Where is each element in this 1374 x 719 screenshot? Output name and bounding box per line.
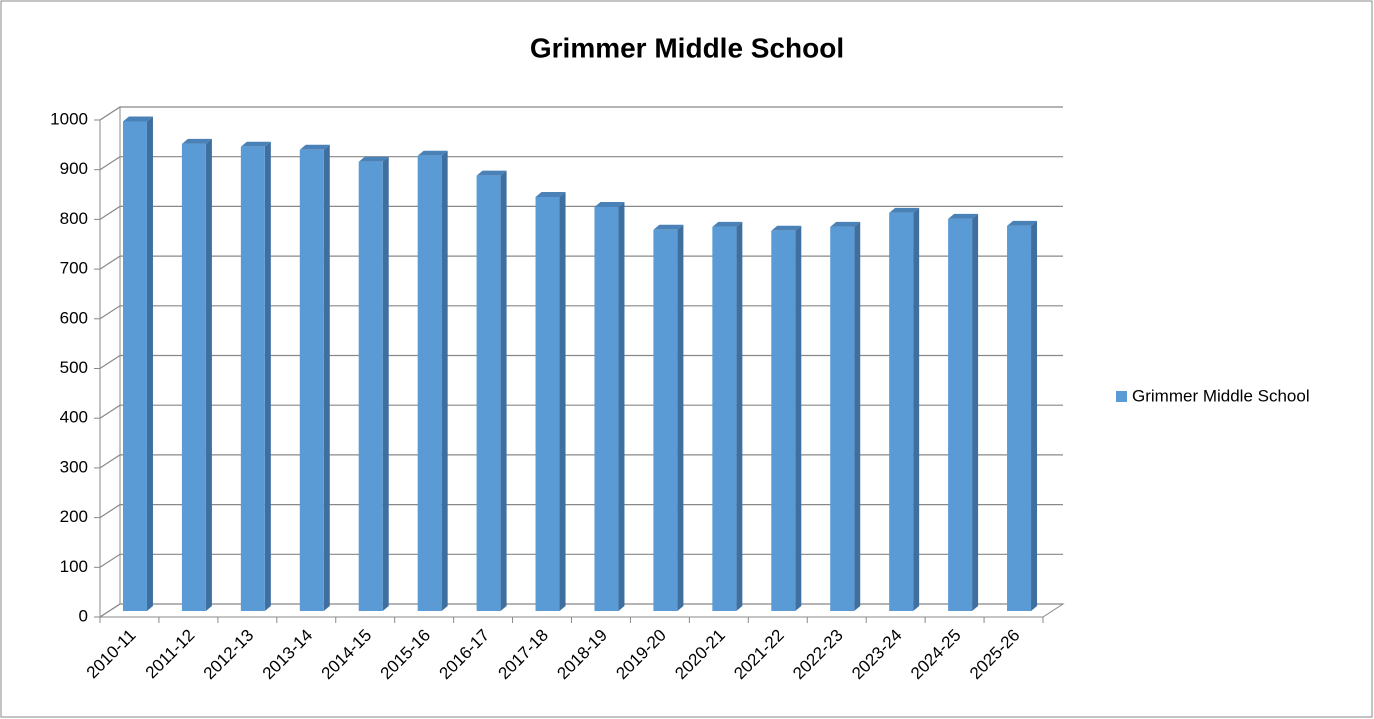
bar-side [500, 170, 507, 612]
bar-top [417, 150, 448, 156]
bar [535, 196, 560, 611]
bar-side [736, 221, 743, 611]
bar-side [854, 221, 861, 611]
bar-side [795, 225, 802, 612]
legend-swatch [1116, 391, 1127, 402]
y-tick-label: 500 [60, 358, 88, 377]
bar [417, 155, 442, 612]
bar [1007, 225, 1032, 611]
y-tick-label: 0 [79, 606, 88, 625]
y-tick-label: 200 [60, 507, 88, 526]
bar-top [889, 207, 920, 213]
bar [358, 161, 383, 611]
bar [240, 146, 265, 611]
bar-side [146, 116, 153, 611]
grid-line [99, 156, 1063, 171]
y-tick-label: 100 [60, 557, 88, 576]
bar-side [205, 138, 212, 611]
bar [594, 206, 619, 611]
bar-top [653, 224, 684, 230]
bar [771, 230, 796, 612]
grid-line [99, 603, 1063, 618]
bar-side [1031, 220, 1038, 611]
legend-label: Grimmer Middle School [1132, 386, 1310, 405]
bar-side [441, 150, 448, 612]
bar-side [913, 207, 920, 611]
bar [122, 121, 147, 611]
y-tick-label: 700 [60, 259, 88, 278]
bar-top [181, 138, 212, 144]
bar [830, 226, 855, 611]
grid-line [99, 205, 1063, 220]
grid-line [99, 553, 1063, 568]
bar-top [299, 144, 330, 150]
y-tick-label: 400 [60, 408, 88, 427]
bar-side [264, 141, 271, 611]
bar-side [323, 144, 330, 611]
y-tick-label: 1000 [50, 109, 88, 128]
y-tick-label: 800 [60, 209, 88, 228]
grid-line [99, 404, 1063, 419]
bar-top [358, 156, 389, 162]
grid-line [99, 305, 1063, 320]
bar-side [972, 213, 979, 611]
bar-top [476, 170, 507, 176]
bar-side [677, 224, 684, 611]
bar-top [122, 116, 153, 122]
bar-top [830, 221, 861, 227]
bar-side [559, 191, 566, 611]
bar-top [594, 201, 625, 207]
bar-side [382, 156, 389, 611]
bar-side [618, 201, 625, 611]
bar-top [240, 141, 271, 147]
bar [181, 143, 206, 611]
bar-top [1007, 220, 1038, 226]
bar [948, 218, 973, 611]
bar-top [712, 221, 743, 227]
grid-line [99, 255, 1063, 270]
grid-line [99, 354, 1063, 370]
bar [653, 229, 678, 611]
bar [712, 226, 737, 611]
y-tick-label: 900 [60, 159, 88, 178]
bar [299, 149, 324, 611]
grid-line [99, 504, 1063, 519]
y-tick-label: 300 [60, 457, 88, 476]
bar-top [948, 213, 979, 219]
bar-top [535, 191, 566, 197]
bar-top [771, 225, 802, 231]
bar [889, 212, 914, 611]
grid-line [99, 106, 1063, 121]
grid-line [99, 454, 1063, 469]
chart-title: Grimmer Middle School [530, 32, 844, 63]
y-tick-label: 600 [60, 308, 88, 327]
bar [476, 175, 501, 612]
